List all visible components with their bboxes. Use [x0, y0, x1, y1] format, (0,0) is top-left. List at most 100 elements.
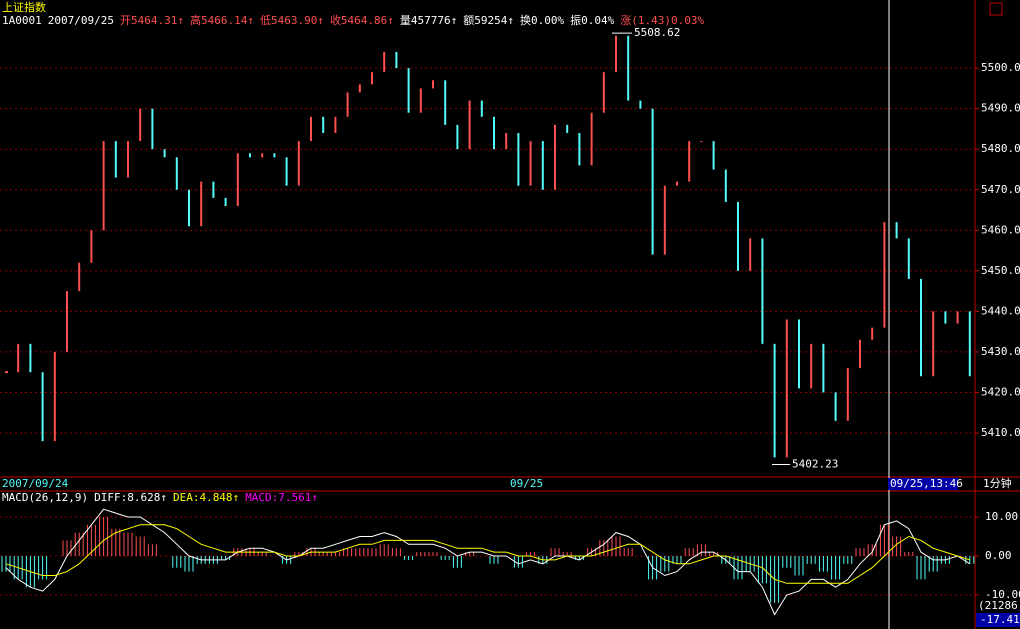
- candle: [846, 368, 849, 421]
- info-item: 收5464.86↑: [330, 13, 394, 27]
- candle: [773, 343, 776, 458]
- candle: [956, 311, 959, 324]
- candle: [407, 68, 410, 113]
- corner-icon[interactable]: [989, 2, 1003, 16]
- candle: [432, 80, 434, 89]
- period-label: 1分钟: [983, 476, 1012, 490]
- candle: [859, 339, 861, 369]
- info-item: 2007/09/25: [48, 14, 114, 27]
- candle: [90, 230, 93, 263]
- candle: [895, 222, 898, 239]
- candle: [236, 153, 239, 206]
- candle: [468, 100, 471, 150]
- candle: [322, 116, 325, 133]
- candle: [212, 181, 215, 198]
- candle: [883, 222, 886, 328]
- candle: [676, 181, 678, 186]
- candle: [493, 116, 495, 150]
- candle: [480, 100, 483, 117]
- candle: [285, 157, 288, 186]
- info-item: 振0.04%: [570, 13, 614, 27]
- candle: [590, 112, 593, 166]
- candle: [932, 311, 935, 377]
- candle: [151, 108, 154, 150]
- macd-line: [5, 524, 970, 584]
- macd-line: [5, 508, 971, 616]
- candle: [761, 238, 764, 344]
- candle: [639, 100, 642, 109]
- candle: [53, 351, 56, 442]
- candle: [663, 185, 666, 255]
- candle: [346, 92, 349, 117]
- candle: [114, 141, 117, 178]
- x-label: 09/25: [510, 477, 543, 490]
- candle: [578, 132, 581, 166]
- candle: [456, 124, 459, 150]
- candle: [688, 141, 691, 182]
- low-label: 5402.23: [792, 458, 838, 471]
- y-tick-label: 5440.0: [981, 304, 1020, 317]
- legend-entry: MACD:7.561↑: [245, 491, 318, 504]
- candle: [871, 327, 874, 340]
- candle: [383, 51, 386, 73]
- candle: [944, 311, 947, 324]
- y-tick-label: 5430.0: [981, 345, 1020, 358]
- candle: [261, 153, 264, 158]
- candle: [810, 343, 813, 389]
- candle: [615, 35, 617, 73]
- chart-title: 上证指数: [2, 0, 46, 14]
- info-item: 开5464.31↑: [120, 14, 184, 27]
- candle: [419, 88, 422, 113]
- right-label: (21286): [978, 599, 1020, 612]
- candle: [66, 291, 68, 352]
- y-tick-label: 5460.0: [981, 223, 1020, 236]
- y-tick-label: 5410.0: [981, 426, 1020, 439]
- candle: [139, 108, 142, 142]
- candle: [737, 201, 739, 271]
- y-tick-label: 5450.0: [981, 264, 1020, 277]
- candle: [444, 80, 447, 125]
- candle: [505, 132, 508, 150]
- candle: [541, 141, 544, 190]
- candle: [188, 189, 190, 227]
- candle: [395, 51, 398, 69]
- candle: [554, 124, 556, 190]
- candle: [920, 278, 922, 377]
- candle: [602, 72, 605, 113]
- candle: [749, 238, 752, 271]
- candle: [297, 141, 300, 186]
- candle: [78, 262, 81, 292]
- candle: [200, 181, 203, 227]
- y-tick-label: -10.00: [985, 588, 1020, 601]
- y-tick-label: 0.00: [985, 549, 1012, 562]
- info-item: 额59254↑: [463, 14, 514, 27]
- candle: [358, 84, 361, 93]
- candle: [224, 197, 227, 206]
- candle: [175, 157, 178, 190]
- candle: [102, 141, 105, 231]
- candle: [529, 141, 532, 186]
- candle: [310, 116, 312, 142]
- candle: [41, 372, 44, 442]
- candle: [127, 141, 129, 178]
- legend-entry: DEA:4.848↑: [173, 491, 239, 504]
- info-item: 换0.00%: [520, 13, 564, 27]
- candle: [334, 116, 337, 133]
- candle: [5, 371, 8, 374]
- x-label: 09/25,13:46: [890, 477, 963, 490]
- y-tick-label: 5470.0: [981, 183, 1020, 196]
- candle: [371, 72, 373, 85]
- cursor-box: [888, 478, 958, 490]
- candle: [700, 141, 703, 143]
- info-item: 低5463.90↑: [260, 14, 324, 27]
- candle: [968, 311, 971, 377]
- candle: [29, 343, 32, 373]
- right-label-box: [976, 613, 1020, 627]
- info-item: 量457776↑: [400, 14, 457, 27]
- candle: [907, 238, 910, 279]
- candle: [798, 319, 800, 389]
- legend-entry: MACD(26,12,9): [2, 491, 88, 504]
- y-tick-label: 5420.0: [981, 385, 1020, 398]
